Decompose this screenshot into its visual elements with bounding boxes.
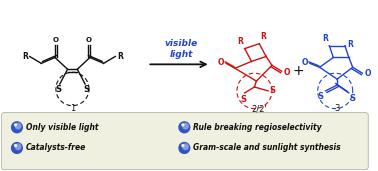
Circle shape [15,123,21,129]
Circle shape [179,143,190,153]
Text: R: R [117,52,123,61]
Text: S: S [318,92,324,101]
Circle shape [15,144,21,150]
Text: S: S [83,85,89,94]
Text: O: O [86,37,92,43]
Text: R: R [260,32,266,41]
Text: S: S [350,94,356,103]
Circle shape [182,124,184,126]
Text: R: R [237,37,243,46]
Text: O: O [364,69,371,78]
Text: O: O [53,37,59,43]
Text: visible
light: visible light [165,38,198,59]
Text: 3: 3 [335,104,340,113]
Text: R: R [22,52,28,61]
Text: O: O [301,58,308,67]
Text: O: O [218,58,224,67]
Text: Catalysts-free: Catalysts-free [26,143,86,153]
Text: Only visible light: Only visible light [26,123,98,132]
Text: S: S [56,85,62,94]
Circle shape [14,124,17,126]
Text: R: R [322,34,328,43]
FancyBboxPatch shape [2,113,368,170]
Text: O: O [284,68,290,77]
Circle shape [12,122,22,133]
Circle shape [182,144,184,147]
Text: +: + [293,64,304,78]
FancyArrowPatch shape [150,62,206,67]
Text: S: S [241,95,247,104]
Circle shape [179,122,190,133]
Text: 2/2': 2/2' [251,104,267,113]
Text: 1: 1 [70,104,75,113]
Circle shape [14,144,17,147]
Text: S: S [269,86,275,95]
Circle shape [12,143,22,153]
Circle shape [183,144,188,150]
Text: Rule breaking regioselectivity: Rule breaking regioselectivity [193,123,322,132]
Text: R: R [347,40,353,49]
Circle shape [183,123,188,129]
Text: Gram-scale and sunlight synthesis: Gram-scale and sunlight synthesis [193,143,341,153]
